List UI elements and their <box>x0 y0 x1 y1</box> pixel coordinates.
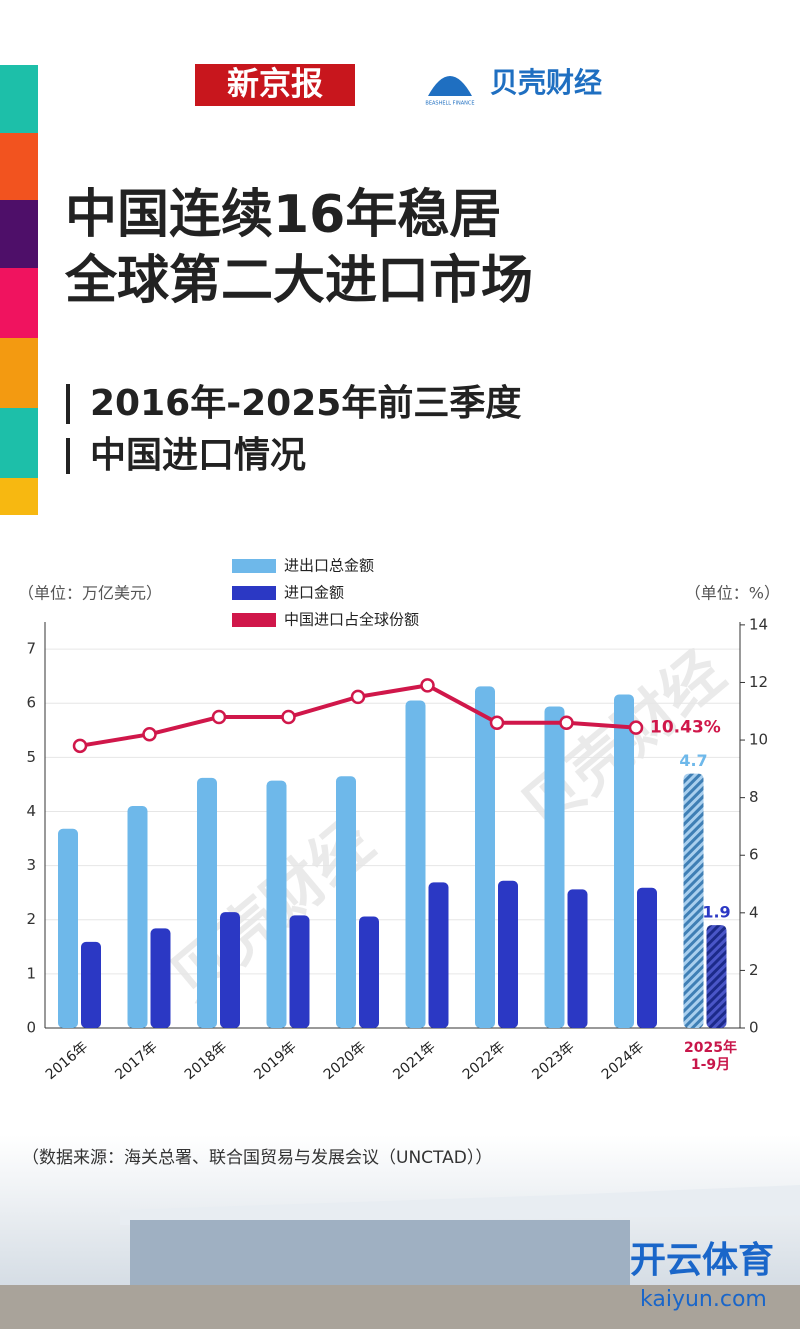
bar-deco <box>66 438 70 474</box>
x-tick-label: 2017年 <box>112 1039 160 1083</box>
y-tick-label: 4 <box>26 802 36 820</box>
logo: 贝壳财经 <box>490 66 602 99</box>
y-tick-label: 0 <box>26 1019 36 1037</box>
point <box>420 678 435 693</box>
bar <box>637 887 657 1028</box>
title: 中国连续16年稳居 <box>65 185 501 245</box>
bar <box>289 915 310 1028</box>
y-tick-label: 7 <box>26 640 36 658</box>
point <box>350 689 366 705</box>
bar <box>683 773 704 1028</box>
point <box>489 715 505 731</box>
chart: （单位：万亿美元） （单位：%）进出口总金额进口金额中国进口占全球份额012345… <box>18 557 780 1084</box>
bar <box>428 882 449 1028</box>
y2-axis-label: （单位：%） <box>685 584 780 603</box>
point <box>72 738 88 754</box>
bar-deco <box>66 384 70 424</box>
subtitle: 中国进口情况 <box>90 435 306 476</box>
point <box>628 720 644 735</box>
bar <box>58 828 78 1028</box>
bar <box>614 694 634 1028</box>
point <box>142 727 157 742</box>
footer-photo <box>0 1135 800 1329</box>
legend-label: 进出口总金额 <box>284 557 374 575</box>
bar <box>498 880 518 1028</box>
x-tick-label: 2016年 <box>43 1039 91 1083</box>
x-tick-label: 2025年 1-9月 <box>684 1039 737 1073</box>
bar <box>127 806 148 1028</box>
y-tick-label: 1 <box>26 964 36 982</box>
y2-tick-label: 8 <box>749 788 759 806</box>
legend-swatch <box>232 559 276 573</box>
y-tick-label: 3 <box>26 856 36 874</box>
bar <box>706 925 727 1028</box>
point <box>559 715 574 731</box>
watermark-logo: kaiyun.com <box>640 1287 767 1312</box>
bar <box>197 777 217 1028</box>
point <box>211 709 227 725</box>
x-tick-label: 2018年 <box>182 1039 230 1083</box>
y2-tick-label: 2 <box>749 961 759 979</box>
y2-tick-label: 12 <box>749 673 768 691</box>
bar <box>150 928 171 1028</box>
x-tick-label: 2023年 <box>529 1039 577 1083</box>
legend-label: 中国进口占全球份额 <box>284 611 419 629</box>
y-tick-label: 2 <box>26 910 36 928</box>
bar <box>336 776 356 1028</box>
y2-tick-label: 10 <box>749 731 768 749</box>
subtitle: 2016年-2025年前三季度 <box>90 383 521 424</box>
bar <box>220 912 240 1028</box>
logo-icon <box>428 76 472 96</box>
x-tick-label: 2019年 <box>251 1039 299 1083</box>
watermark-logo: 开云体育 <box>630 1240 774 1281</box>
bar <box>405 700 426 1028</box>
legend-label: 进口金额 <box>284 584 344 602</box>
legend-swatch <box>232 586 276 600</box>
y-tick-label: 5 <box>26 748 36 766</box>
x-tick-line: 1-9月 <box>691 1057 730 1073</box>
bar <box>359 916 379 1028</box>
bar <box>544 706 565 1028</box>
y2-tick-label: 14 <box>749 615 768 633</box>
y2-tick-label: 6 <box>749 846 759 864</box>
x-tick-label: 2024年 <box>599 1039 647 1083</box>
y-tick-label: 6 <box>26 694 36 712</box>
y-axis-label: （单位：万亿美元） <box>18 584 162 603</box>
title: 全球第二大进口市场 <box>64 251 533 311</box>
side-stripes <box>0 65 38 515</box>
point <box>281 709 296 725</box>
bar <box>567 889 588 1028</box>
value-label: 4.7 <box>679 751 707 770</box>
x-tick-label: 2022年 <box>460 1039 508 1083</box>
y2-tick-label: 4 <box>749 903 759 921</box>
logo: 新京报 <box>227 65 323 103</box>
logo-box <box>195 64 355 106</box>
x-tick-label: 2020年 <box>321 1039 369 1083</box>
y2-tick-label: 0 <box>749 1019 759 1037</box>
source: （数据来源：海关总署、联合国贸易与发展会议（UNCTAD）） <box>22 1148 492 1168</box>
bar <box>266 780 287 1028</box>
x-tick-line: 2025年 <box>684 1039 737 1056</box>
bar <box>475 686 495 1028</box>
x-tick-label: 2021年 <box>390 1039 438 1083</box>
bar <box>81 941 101 1028</box>
legend-swatch <box>232 613 276 627</box>
logo-sub: BEASHELL FINANCE <box>425 101 474 107</box>
value-label: 1.9 <box>702 903 730 922</box>
value-label: 10.43% <box>650 718 721 738</box>
